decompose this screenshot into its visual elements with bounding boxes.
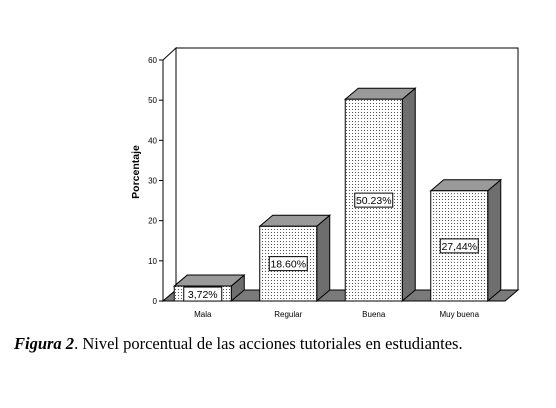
x-tick-label: Buena: [362, 310, 386, 319]
data-label-text: 27,44%: [441, 241, 477, 253]
data-label: 3,72%: [183, 286, 223, 302]
data-label-box: [354, 192, 394, 208]
data-label-text: 3,72%: [188, 289, 218, 301]
caption-text: . Nivel porcentual de las acciones tutor…: [74, 334, 463, 353]
figure-label: Figura 2: [14, 334, 75, 353]
y-axis-label: Porcentaje: [130, 145, 142, 199]
x-tick-label: Regular: [274, 310, 302, 319]
bar-side: [316, 214, 331, 303]
data-label-text: 50.23%: [356, 195, 392, 207]
x-tick-label: Mala: [194, 310, 212, 319]
y-tick-label: 60: [148, 56, 157, 65]
data-label-box: [183, 286, 223, 302]
data-label-text: 18.60%: [270, 259, 306, 271]
data-label: 18.60%: [268, 256, 308, 272]
y-tick-label: 10: [148, 257, 157, 266]
bars: 3,72% 18.60% 50.23% 27,44%: [172, 87, 503, 303]
bar-top: [429, 179, 503, 192]
bar-top: [172, 274, 246, 287]
data-label-box: [268, 256, 308, 272]
data-label-box: [439, 238, 479, 254]
y-tick-label: 30: [148, 177, 157, 186]
bar-top: [343, 87, 417, 100]
x-tick-label: Muy buena: [439, 310, 479, 319]
bar-top: [258, 214, 332, 227]
y-tick-label: 0: [153, 297, 158, 306]
y-tick-label: 40: [148, 136, 157, 145]
y-axis: 0 10 20 30 40 50 60: [148, 56, 163, 306]
data-label: 50.23%: [354, 192, 394, 208]
side-wall: [162, 46, 177, 303]
x-axis: Mala Regular Buena Muy buena: [194, 310, 480, 319]
y-tick-label: 20: [148, 217, 157, 226]
y-tick-label: 50: [148, 96, 157, 105]
data-label: 27,44%: [439, 238, 479, 254]
bar-side: [401, 87, 416, 303]
bar-side: [487, 178, 502, 303]
figure-caption: Figura 2. Nivel porcentual de las accion…: [14, 334, 544, 354]
